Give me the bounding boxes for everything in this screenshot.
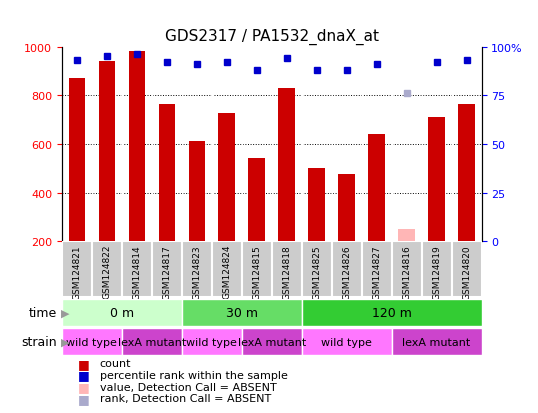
FancyBboxPatch shape	[182, 299, 302, 326]
Text: ■: ■	[78, 392, 90, 405]
Text: GSM124818: GSM124818	[282, 244, 291, 299]
Text: GSM124820: GSM124820	[462, 244, 471, 299]
Text: percentile rank within the sample: percentile rank within the sample	[100, 370, 287, 380]
FancyBboxPatch shape	[331, 242, 362, 297]
Text: GSM124821: GSM124821	[72, 244, 81, 299]
Bar	[428, 118, 445, 242]
FancyBboxPatch shape	[122, 328, 182, 355]
FancyBboxPatch shape	[451, 242, 482, 297]
Text: strain: strain	[21, 335, 56, 348]
FancyBboxPatch shape	[92, 242, 122, 297]
Bar	[458, 104, 475, 242]
Bar	[308, 169, 325, 242]
FancyBboxPatch shape	[392, 242, 422, 297]
Text: wild type: wild type	[321, 337, 372, 347]
Text: ▶: ▶	[61, 308, 69, 318]
Text: 120 m: 120 m	[372, 306, 412, 319]
Text: wild type: wild type	[66, 337, 117, 347]
Text: GSM124822: GSM124822	[102, 244, 111, 299]
FancyBboxPatch shape	[62, 328, 122, 355]
FancyBboxPatch shape	[302, 328, 392, 355]
FancyBboxPatch shape	[182, 242, 212, 297]
Bar	[98, 62, 115, 242]
Bar	[398, 230, 415, 242]
Text: time: time	[28, 306, 56, 319]
Text: wild type: wild type	[186, 337, 237, 347]
Text: GSM124815: GSM124815	[252, 244, 261, 299]
Bar	[338, 175, 355, 242]
Bar	[279, 89, 295, 242]
Title: GDS2317 / PA1532_dnaX_at: GDS2317 / PA1532_dnaX_at	[165, 28, 379, 45]
Bar	[188, 142, 205, 242]
FancyBboxPatch shape	[302, 299, 482, 326]
Text: ■: ■	[78, 357, 90, 370]
Bar	[218, 114, 235, 242]
Text: GSM124825: GSM124825	[312, 244, 321, 299]
FancyBboxPatch shape	[242, 328, 302, 355]
FancyBboxPatch shape	[242, 242, 272, 297]
FancyBboxPatch shape	[62, 299, 182, 326]
FancyBboxPatch shape	[272, 242, 302, 297]
FancyBboxPatch shape	[182, 328, 242, 355]
Text: lexA mutant: lexA mutant	[118, 337, 186, 347]
Text: lexA mutant: lexA mutant	[238, 337, 306, 347]
Text: ■: ■	[78, 380, 90, 393]
Bar	[159, 104, 175, 242]
Bar	[69, 79, 85, 242]
Text: GSM124823: GSM124823	[192, 244, 201, 299]
Text: value, Detection Call = ABSENT: value, Detection Call = ABSENT	[100, 382, 277, 392]
Text: count: count	[100, 358, 131, 368]
Bar	[129, 52, 145, 242]
Bar	[249, 159, 265, 242]
Text: GSM124817: GSM124817	[162, 244, 171, 299]
FancyBboxPatch shape	[122, 242, 152, 297]
FancyBboxPatch shape	[212, 242, 242, 297]
Text: rank, Detection Call = ABSENT: rank, Detection Call = ABSENT	[100, 393, 271, 403]
FancyBboxPatch shape	[62, 242, 92, 297]
Text: GSM124814: GSM124814	[132, 244, 141, 299]
Bar	[369, 135, 385, 242]
Text: GSM124819: GSM124819	[432, 244, 441, 299]
Text: GSM124827: GSM124827	[372, 244, 381, 299]
FancyBboxPatch shape	[362, 242, 392, 297]
Text: GSM124816: GSM124816	[402, 244, 411, 299]
Text: 30 m: 30 m	[226, 306, 258, 319]
Text: ■: ■	[78, 368, 90, 382]
Text: GSM124824: GSM124824	[222, 244, 231, 299]
FancyBboxPatch shape	[392, 328, 482, 355]
FancyBboxPatch shape	[152, 242, 182, 297]
Text: ▶: ▶	[61, 337, 69, 347]
Text: lexA mutant: lexA mutant	[402, 337, 471, 347]
FancyBboxPatch shape	[422, 242, 451, 297]
FancyBboxPatch shape	[302, 242, 331, 297]
Text: 0 m: 0 m	[110, 306, 134, 319]
Text: GSM124826: GSM124826	[342, 244, 351, 299]
